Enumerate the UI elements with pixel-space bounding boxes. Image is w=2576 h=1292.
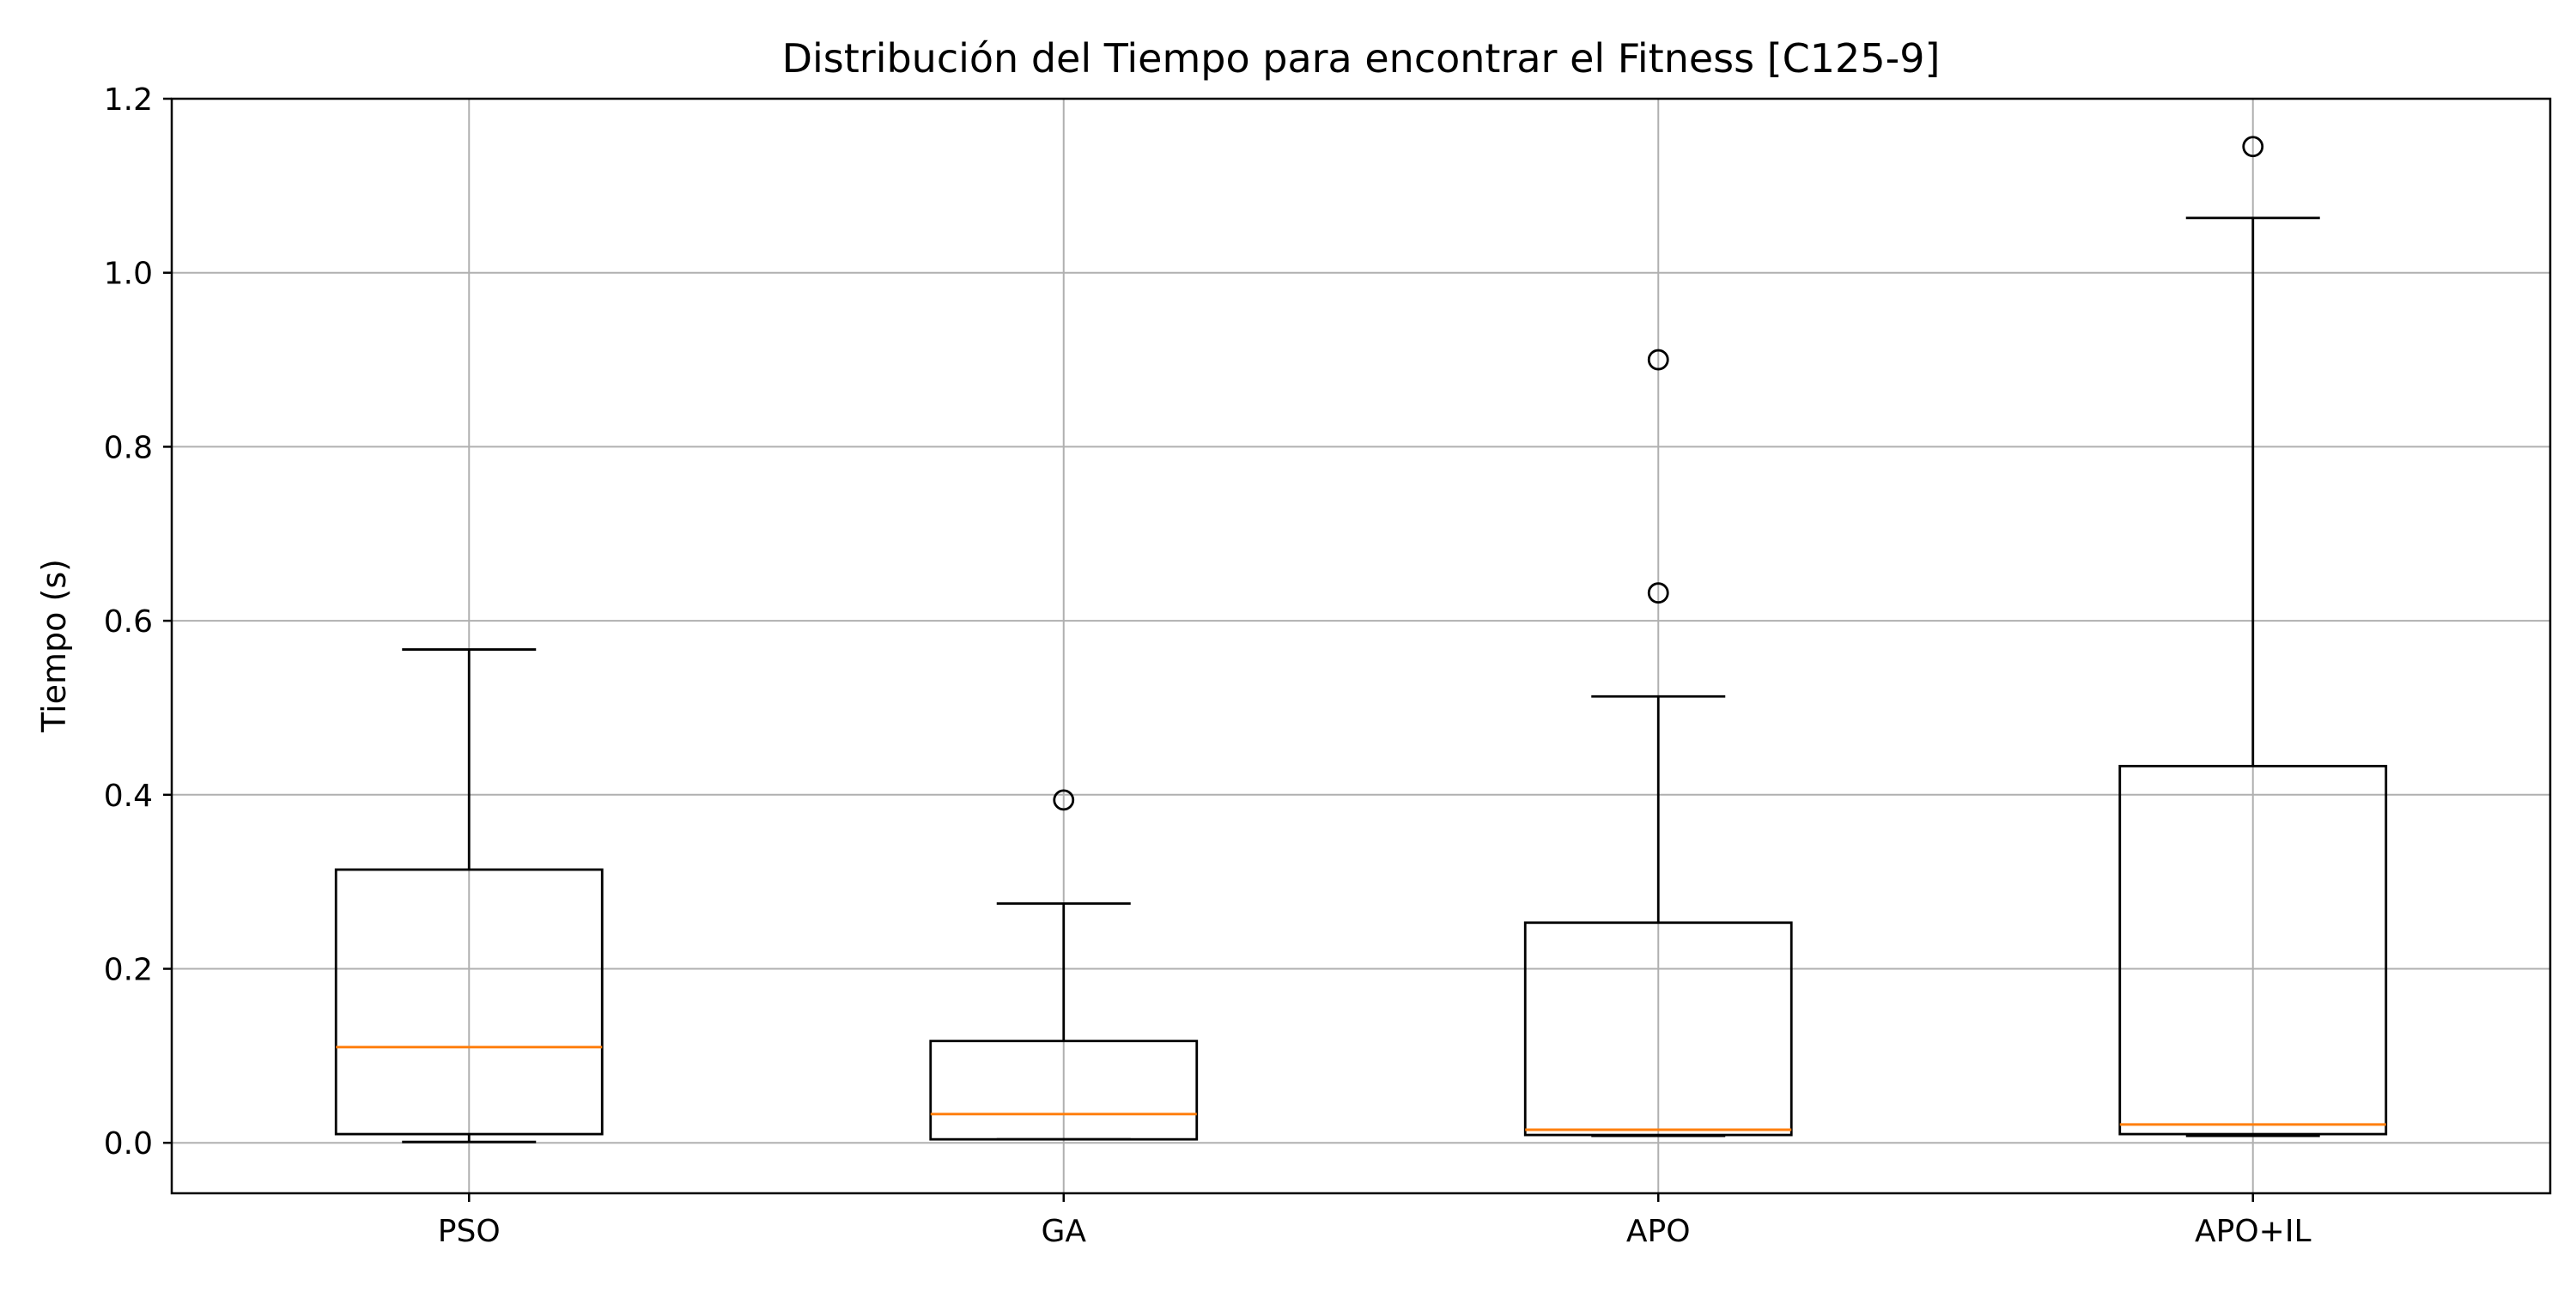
x-tick-label: APO <box>1626 1214 1691 1249</box>
y-tick-label: 0.2 <box>104 953 153 988</box>
outlier-point <box>1053 789 1075 811</box>
x-tick-label: APO+IL <box>2195 1214 2312 1249</box>
iqr-box <box>1523 921 1793 1137</box>
y-tick-label: 0.0 <box>104 1126 153 1162</box>
box-group <box>1523 349 1793 1137</box>
y-tick-label: 0.8 <box>104 430 153 465</box>
box-layer <box>334 136 2388 1143</box>
tick-layer: 0.0 0.2 0.4 0.6 0.8 1.0 1.2 PSO GA APO APO+IL <box>104 82 2312 1249</box>
box-group <box>929 789 1199 1141</box>
x-tick-label: PSO <box>438 1214 501 1249</box>
box-group <box>334 648 604 1143</box>
iqr-box <box>334 868 604 1136</box>
y-tick-label: 1.0 <box>104 257 153 292</box>
x-tick-label: GA <box>1041 1214 1086 1249</box>
y-axis-label: Tiempo (s) <box>35 559 73 733</box>
iqr-box <box>929 1040 1199 1141</box>
iqr-box <box>2118 764 2388 1136</box>
y-tick-label: 1.2 <box>104 82 153 118</box>
outlier-point <box>1647 349 1669 371</box>
grid-layer <box>172 98 2550 1193</box>
chart-title: Distribución del Tiempo para encontrar e… <box>782 35 1941 82</box>
box-group <box>2118 136 2388 1137</box>
plot-area-frame <box>170 97 2552 1195</box>
outlier-point <box>1647 582 1669 604</box>
y-tick-label: 0.6 <box>104 604 153 640</box>
outlier-point <box>2242 136 2264 158</box>
y-tick-label: 0.4 <box>104 779 153 814</box>
